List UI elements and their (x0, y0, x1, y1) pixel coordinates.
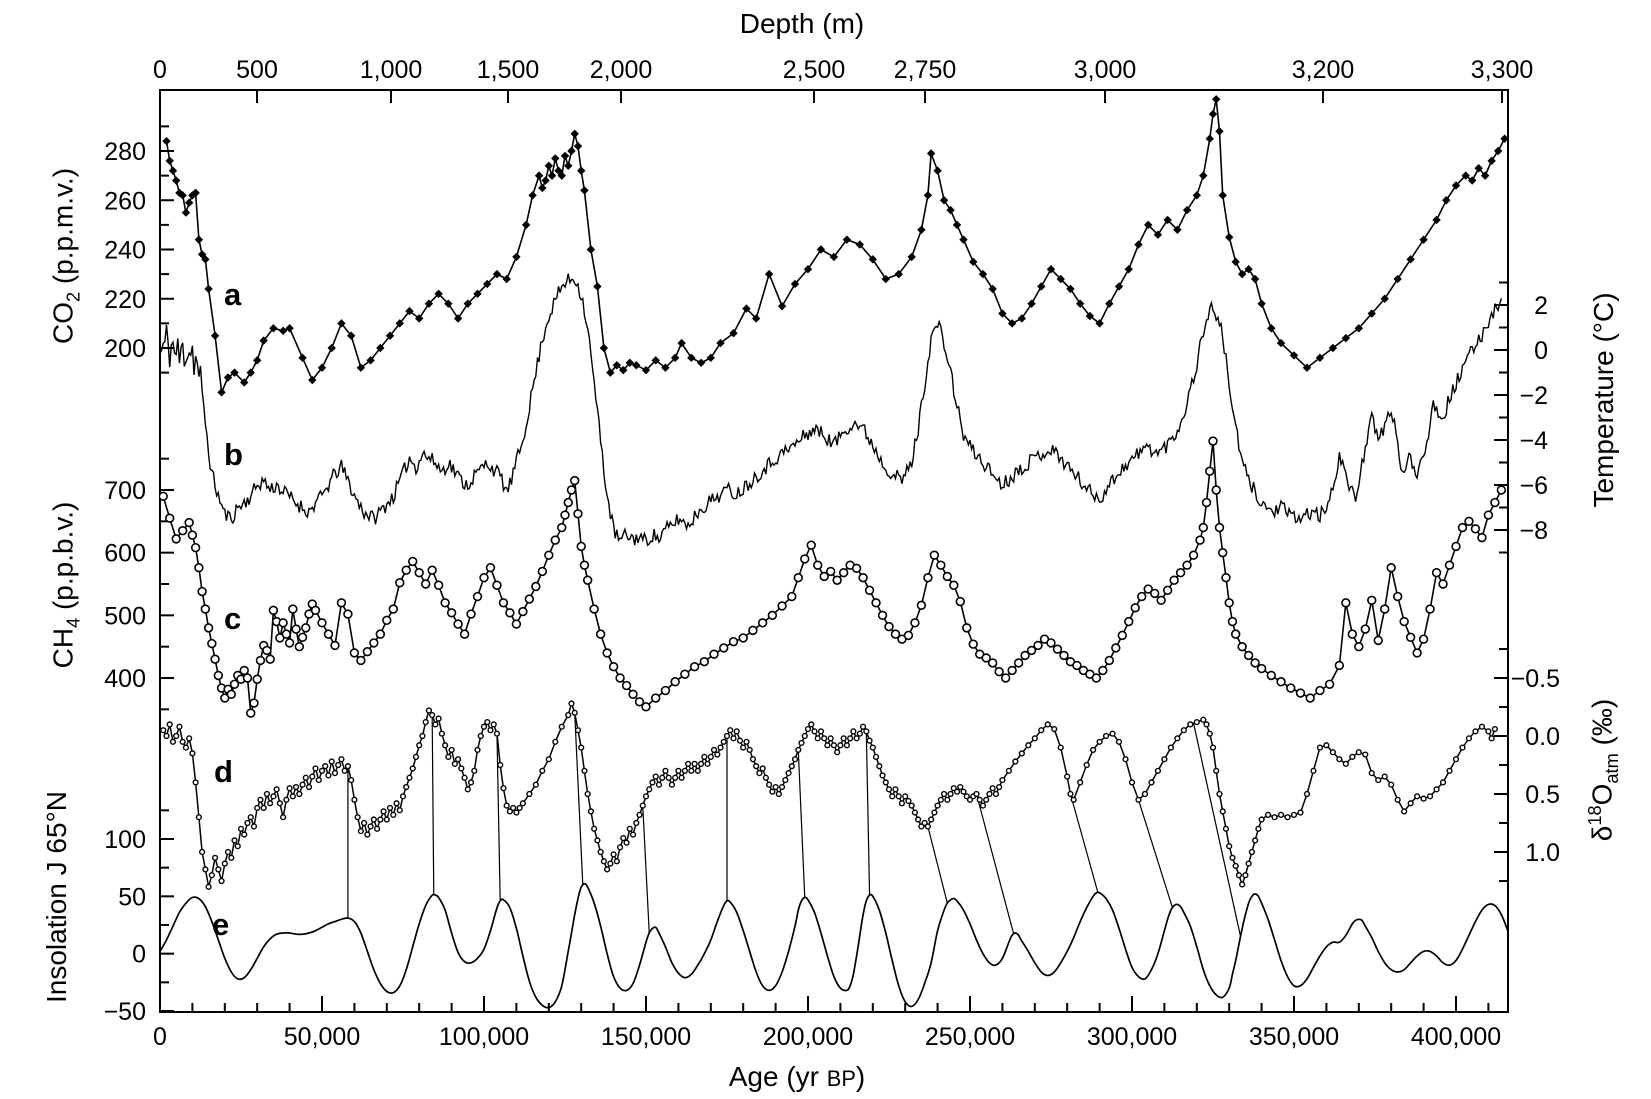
plot-area (160, 95, 1508, 1009)
svg-text:240: 240 (104, 237, 146, 265)
temperature-series (160, 273, 1503, 547)
svg-text:2,000: 2,000 (590, 56, 653, 84)
panel-label-e: e (212, 907, 230, 942)
svg-text:280: 280 (104, 138, 146, 166)
plot-border (159, 89, 1509, 1013)
svg-text:600: 600 (104, 540, 146, 568)
svg-text:50: 50 (118, 883, 146, 911)
svg-text:−0.5: −0.5 (1511, 665, 1560, 693)
co2-axis-title: CO2 (p.p.m.v.) (47, 167, 84, 345)
svg-text:300,000: 300,000 (1087, 1023, 1177, 1051)
insolation-series (160, 882, 1508, 1009)
depth-axis-title: Depth (m) (739, 8, 865, 39)
temperature-axis-title: Temperature (°C) (1588, 292, 1619, 508)
panel-label-a: a (224, 277, 242, 312)
svg-text:−4: −4 (1519, 427, 1548, 455)
co2-series (162, 95, 1508, 397)
svg-text:220: 220 (104, 286, 146, 314)
panel-label-c: c (224, 601, 242, 636)
insolation-axis-title: Insolation J 65°N (41, 791, 72, 1003)
tie-lines (347, 712, 1242, 937)
svg-text:700: 700 (104, 477, 146, 505)
svg-text:350,000: 350,000 (1249, 1023, 1339, 1051)
svg-text:400: 400 (104, 665, 146, 693)
svg-text:−50: −50 (104, 998, 146, 1026)
d18o-axis: −0.5 0.0 0.5 1.0 (1494, 648, 1560, 882)
svg-text:1,500: 1,500 (477, 56, 540, 84)
svg-text:150,000: 150,000 (601, 1023, 691, 1051)
ch4-axis: 700 600 500 400 (104, 457, 174, 711)
co2-axis: 280 260 240 220 200 (104, 125, 174, 374)
ins-axis: 100 50 0 −50 (104, 809, 174, 1026)
svg-text:−6: −6 (1519, 472, 1548, 500)
svg-text:3,000: 3,000 (1074, 56, 1137, 84)
depth-axis: 0 500 1,000 1,500 2,000 2,500 2,750 3,000 3,200 3… (153, 56, 1533, 103)
age-axis: 0 50,000 100,000 150,000 200,000 250,000 300,0… (153, 996, 1501, 1051)
ch4-axis-title: CH4 (p.p.b.v.) (47, 501, 84, 669)
svg-text:50,000: 50,000 (284, 1023, 360, 1051)
svg-text:100,000: 100,000 (439, 1023, 529, 1051)
svg-text:250,000: 250,000 (925, 1023, 1015, 1051)
temp-axis: 2 0 −2 −4 −6 −8 (1494, 281, 1548, 554)
d18o-series (160, 700, 1498, 890)
ch4-series (160, 436, 1507, 718)
svg-text:0: 0 (153, 1023, 167, 1051)
svg-text:−2: −2 (1519, 382, 1548, 410)
svg-text:1,000: 1,000 (360, 56, 423, 84)
svg-text:2,750: 2,750 (894, 56, 957, 84)
d18o-axis-title: δ18Oatm (‰) (1585, 698, 1622, 842)
svg-text:1.0: 1.0 (1525, 839, 1560, 867)
svg-text:2: 2 (1534, 292, 1548, 320)
svg-text:0.5: 0.5 (1525, 781, 1560, 809)
svg-text:400,000: 400,000 (1411, 1023, 1501, 1051)
svg-text:0: 0 (1534, 337, 1548, 365)
panel-label-d: d (214, 754, 233, 789)
svg-text:2,500: 2,500 (783, 56, 846, 84)
age-axis-title: Age (yr BP) (728, 1061, 866, 1092)
svg-text:260: 260 (104, 187, 146, 215)
panel-label-b: b (224, 437, 243, 472)
svg-text:3,300: 3,300 (1471, 56, 1534, 84)
svg-text:0.0: 0.0 (1525, 723, 1560, 751)
svg-text:100: 100 (104, 826, 146, 854)
svg-text:−8: −8 (1519, 517, 1548, 545)
svg-text:200,000: 200,000 (763, 1023, 853, 1051)
svg-text:500: 500 (104, 602, 146, 630)
svg-text:0: 0 (153, 56, 167, 84)
svg-text:0: 0 (132, 941, 146, 969)
svg-text:3,200: 3,200 (1292, 56, 1355, 84)
svg-text:500: 500 (236, 56, 278, 84)
svg-text:200: 200 (104, 335, 146, 363)
